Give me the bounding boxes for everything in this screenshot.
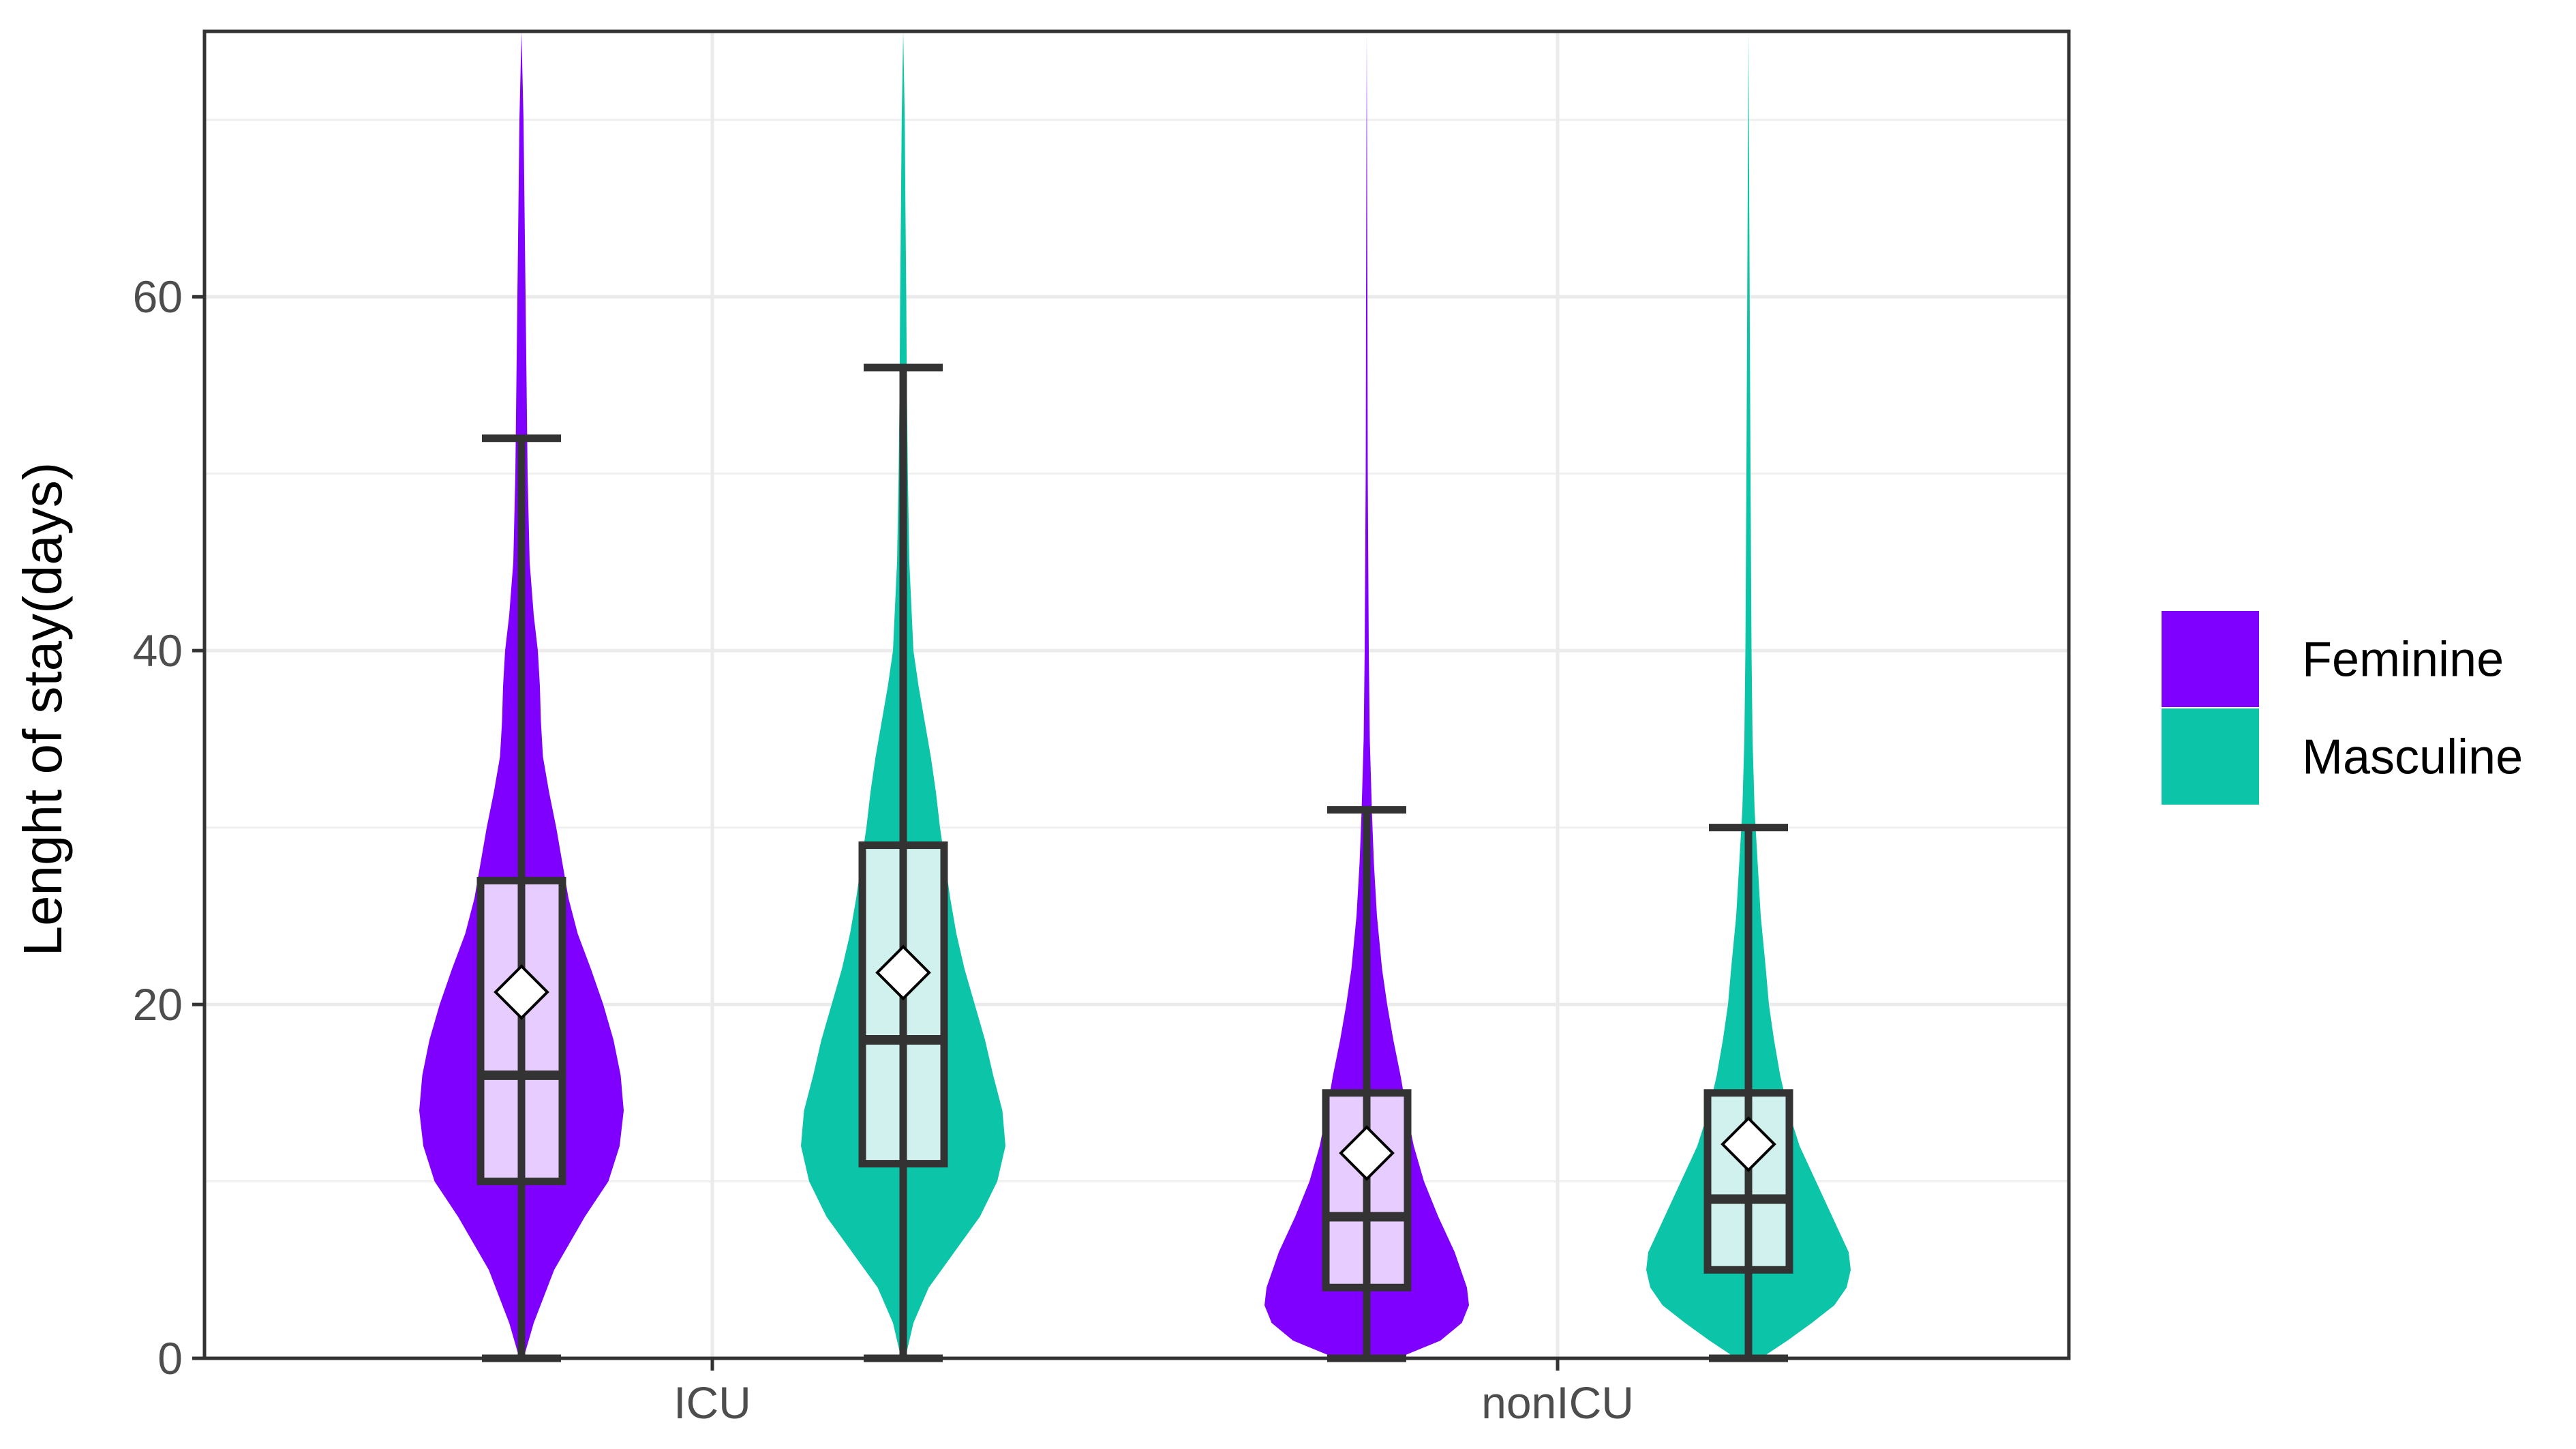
boxplot-masculine-icu (858, 363, 948, 1362)
legend: Feminine Masculine (2160, 610, 2523, 806)
boxplot-masculine-nonicu (1703, 824, 1793, 1362)
y-tick-label: 20 (133, 979, 183, 1030)
legend-key-masculine (2160, 707, 2260, 806)
boxplots (476, 363, 1793, 1362)
y-axis-title: Lenght of stay(days) (12, 462, 73, 957)
mean-marker (1721, 1116, 1776, 1172)
x-tick-label: ICU (673, 1377, 751, 1428)
panel-border (202, 29, 2071, 1360)
legend-key-feminine (2160, 610, 2260, 708)
mean-marker (875, 944, 931, 1001)
violin-masculine-nonicu (1646, 31, 1851, 1358)
boxplot-feminine-icu (476, 434, 566, 1362)
y-tick-label: 60 (133, 271, 183, 322)
y-tick-label: 0 (157, 1333, 183, 1384)
mean-marker (494, 964, 549, 1020)
legend-label-feminine: Feminine (2302, 633, 2504, 687)
grid-lines (204, 31, 2069, 1360)
axes: 0 20 40 60 ICU nonICU (133, 29, 2071, 1428)
y-tick-label: 40 (133, 625, 183, 676)
violin-feminine-nonicu (1264, 31, 1469, 1358)
mean-marker (1339, 1125, 1395, 1181)
legend-label-masculine: Masculine (2302, 730, 2523, 785)
x-tick-label: nonICU (1481, 1377, 1634, 1428)
